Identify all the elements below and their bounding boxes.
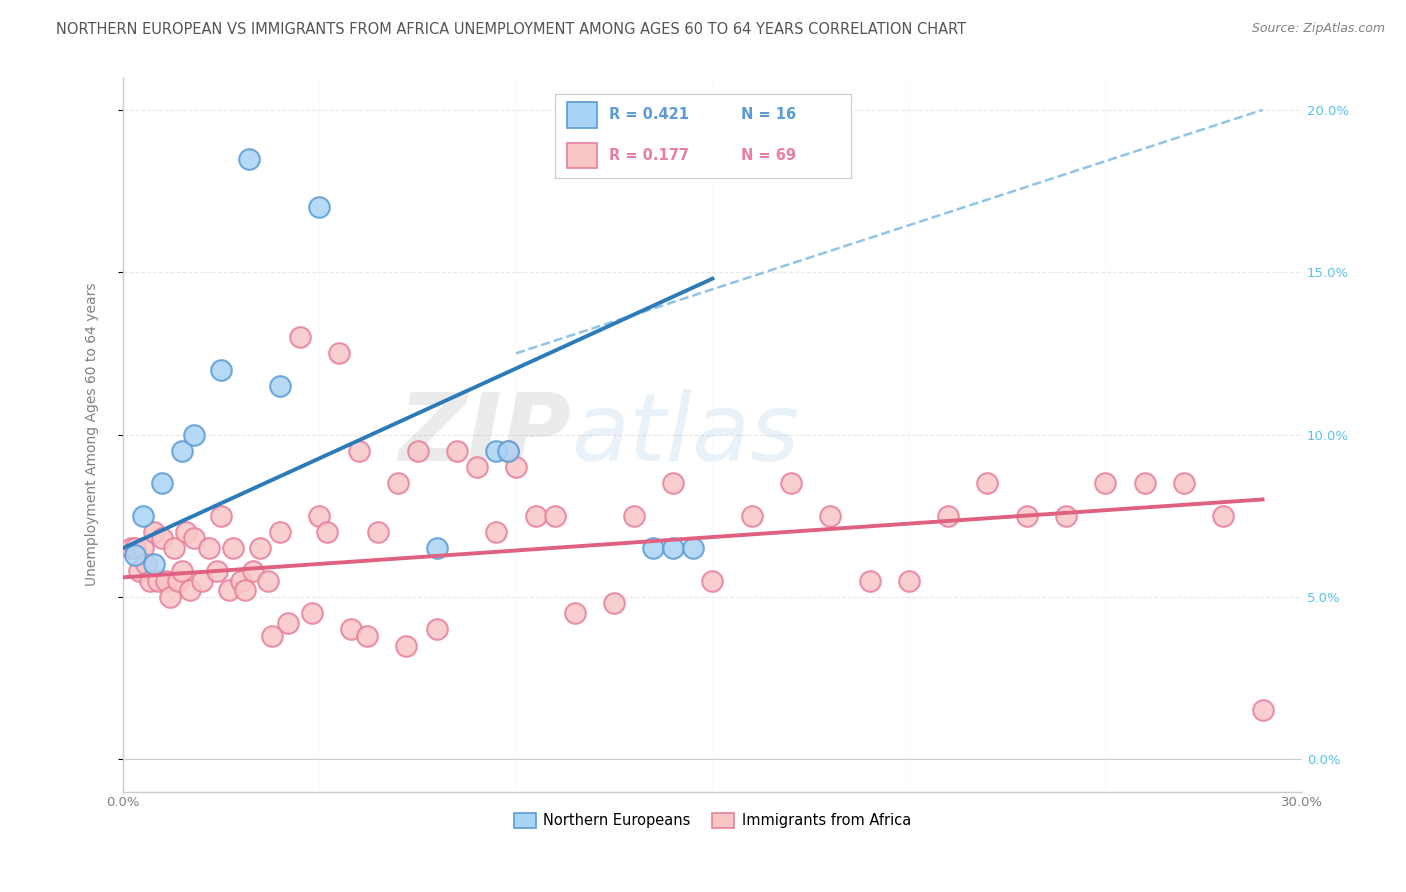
Point	[1094, 476, 1116, 491]
Point	[328, 346, 350, 360]
Point	[183, 427, 205, 442]
Point	[179, 583, 201, 598]
Point	[131, 508, 153, 523]
Legend: Northern Europeans, Immigrants from Africa: Northern Europeans, Immigrants from Afri…	[508, 807, 917, 834]
Point	[340, 622, 363, 636]
Point	[148, 574, 170, 588]
Point	[662, 541, 685, 556]
Point	[426, 622, 449, 636]
Point	[426, 541, 449, 556]
Point	[170, 443, 193, 458]
Point	[209, 362, 232, 376]
Text: Source: ZipAtlas.com: Source: ZipAtlas.com	[1251, 22, 1385, 36]
Point	[124, 548, 146, 562]
Point	[155, 574, 177, 588]
Y-axis label: Unemployment Among Ages 60 to 64 years: Unemployment Among Ages 60 to 64 years	[86, 283, 100, 586]
Point	[159, 590, 181, 604]
Text: R = 0.177: R = 0.177	[609, 148, 689, 163]
Point	[143, 524, 166, 539]
Point	[505, 460, 527, 475]
Point	[367, 524, 389, 539]
Point	[662, 476, 685, 491]
Point	[976, 476, 998, 491]
Point	[356, 629, 378, 643]
Point	[190, 574, 212, 588]
Bar	[567, 143, 596, 169]
Point	[139, 574, 162, 588]
Point	[936, 508, 959, 523]
Point	[262, 629, 284, 643]
Point	[682, 541, 704, 556]
Point	[544, 508, 567, 523]
Text: R = 0.421: R = 0.421	[609, 107, 689, 122]
Text: atlas: atlas	[571, 389, 799, 480]
Point	[496, 443, 519, 458]
Text: NORTHERN EUROPEAN VS IMMIGRANTS FROM AFRICA UNEMPLOYMENT AMONG AGES 60 TO 64 YEA: NORTHERN EUROPEAN VS IMMIGRANTS FROM AFR…	[56, 22, 966, 37]
Point	[222, 541, 245, 556]
Point	[143, 558, 166, 572]
Point	[229, 574, 252, 588]
Text: N = 69: N = 69	[741, 148, 796, 163]
Point	[124, 541, 146, 556]
Point	[128, 564, 150, 578]
Point	[623, 508, 645, 523]
Point	[198, 541, 221, 556]
Point	[496, 443, 519, 458]
Point	[308, 508, 330, 523]
Point	[183, 532, 205, 546]
Point	[257, 574, 280, 588]
Point	[820, 508, 842, 523]
Text: N = 16: N = 16	[741, 107, 797, 122]
Point	[269, 524, 291, 539]
Point	[1251, 703, 1274, 717]
Point	[308, 200, 330, 214]
Point	[135, 558, 157, 572]
Point	[249, 541, 271, 556]
Text: ZIP: ZIP	[398, 389, 571, 481]
Point	[446, 443, 468, 458]
Point	[564, 606, 586, 620]
Point	[485, 443, 508, 458]
Point	[702, 574, 724, 588]
Point	[316, 524, 339, 539]
Point	[288, 330, 311, 344]
Point	[780, 476, 803, 491]
Point	[163, 541, 186, 556]
Point	[465, 460, 488, 475]
Point	[205, 564, 228, 578]
Point	[347, 443, 370, 458]
Bar	[567, 102, 596, 128]
Point	[209, 508, 232, 523]
Point	[1054, 508, 1077, 523]
Point	[170, 564, 193, 578]
Point	[277, 615, 299, 630]
Point	[301, 606, 323, 620]
Point	[1015, 508, 1038, 523]
Point	[167, 574, 190, 588]
Point	[1173, 476, 1195, 491]
Point	[603, 596, 626, 610]
Point	[741, 508, 763, 523]
Point	[269, 379, 291, 393]
Point	[897, 574, 920, 588]
Point	[1212, 508, 1234, 523]
Point	[131, 541, 153, 556]
Point	[150, 476, 173, 491]
Point	[120, 541, 142, 556]
Point	[218, 583, 240, 598]
Point	[485, 524, 508, 539]
Point	[150, 532, 173, 546]
Point	[643, 541, 665, 556]
Point	[238, 152, 260, 166]
Point	[406, 443, 429, 458]
Point	[395, 639, 418, 653]
Point	[858, 574, 880, 588]
Point	[1133, 476, 1156, 491]
Point	[524, 508, 547, 523]
Point	[242, 564, 264, 578]
Point	[387, 476, 409, 491]
Point	[233, 583, 256, 598]
Point	[174, 524, 197, 539]
